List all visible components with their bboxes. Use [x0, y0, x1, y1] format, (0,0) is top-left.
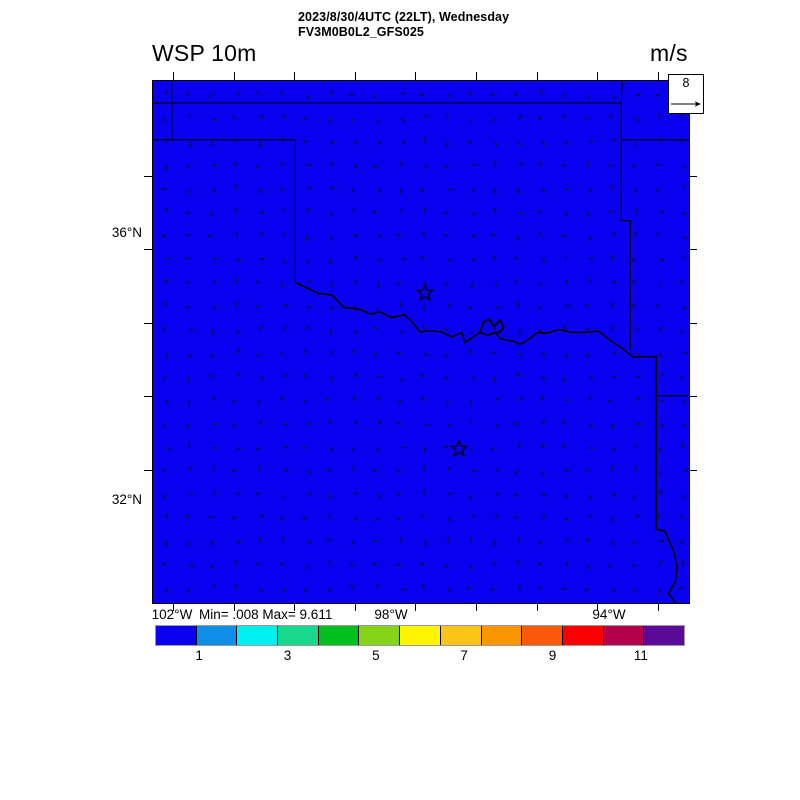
lat-tick-33	[688, 396, 697, 398]
lon-tick-100	[294, 602, 296, 611]
lon-tick-94	[658, 72, 660, 81]
title-line-1: 2023/8/30/4UTC (22LT), Wednesday	[298, 10, 510, 24]
colorbar-tick-label-7: 7	[460, 648, 468, 663]
colorbar-segment-0	[156, 626, 197, 645]
reference-vector-key: 8	[668, 74, 704, 114]
colorbar-segment-1	[196, 626, 238, 645]
lon-tick-97	[476, 602, 478, 611]
lon-tick-95	[597, 72, 599, 81]
colorbar-segment-5	[359, 626, 401, 645]
lat-tick-34	[688, 323, 697, 325]
colorbar-segment-8	[481, 626, 523, 645]
lat-tick-33	[144, 396, 153, 398]
colorbar-segment-7	[440, 626, 482, 645]
reference-vector-magnitude: 8	[682, 76, 690, 90]
lon-tick-96	[537, 602, 539, 611]
chart-title-block: 2023/8/30/4UTC (22LT), Wednesday FV3M0B0…	[298, 10, 698, 40]
colorbar-tick-label-5: 5	[372, 648, 380, 663]
lon-tick-98	[415, 602, 417, 611]
wind-vector-layer	[153, 81, 689, 603]
lon-tick-99	[355, 602, 357, 611]
colorbar-segment-6	[400, 626, 441, 645]
lat-tick-36	[688, 176, 697, 178]
lon-tick-102	[173, 72, 175, 81]
lat-tick-35	[688, 249, 697, 251]
lat-tick-36	[144, 176, 153, 178]
colorbar	[155, 625, 685, 646]
lon-tick-98	[415, 72, 417, 81]
colorbar-segment-2	[237, 626, 279, 645]
variable-label: WSP 10m	[152, 40, 257, 66]
lon-label-94: 94°W	[592, 607, 626, 622]
border-red-river-texas-oklahoma	[294, 281, 634, 358]
lon-tick-102	[173, 602, 175, 611]
lon-label-98: 98°W	[374, 607, 408, 622]
title-line-2: FV3M0B0L2_GFS025	[298, 25, 424, 39]
lat-label-32: 32°N	[111, 492, 142, 507]
lon-tick-96	[537, 72, 539, 81]
state-borders-layer	[153, 81, 689, 603]
colorbar-tick-label-3: 3	[283, 648, 292, 663]
border-arkansas-oklahoma	[620, 103, 631, 351]
colorbar-segment-4	[318, 626, 360, 645]
lat-tick-32	[144, 470, 153, 472]
arrow-right-icon	[671, 101, 701, 107]
colorbar-tick-label-11: 11	[633, 648, 648, 663]
min-max-stats: Min= .008 Max= 9.611	[199, 607, 333, 622]
colorbar-segment-3	[278, 626, 319, 645]
lon-tick-95	[597, 602, 599, 611]
lon-tick-101	[234, 72, 236, 81]
colorbar-tick-label-1: 1	[195, 648, 203, 663]
colorbar-tick-label-9: 9	[548, 648, 557, 663]
colorbar-segment-10	[562, 626, 604, 645]
lake-texoma	[479, 318, 505, 337]
lat-label-36: 36°N	[111, 225, 142, 240]
lat-tick-34	[144, 323, 153, 325]
colorbar-segment-12	[644, 626, 684, 645]
border-kansas-missouri	[620, 81, 623, 104]
lon-tick-99	[355, 72, 357, 81]
lat-tick-35	[144, 249, 153, 251]
border-texas-arkansas-louisiana	[632, 355, 678, 603]
lon-label-102: 102°W	[151, 607, 193, 622]
lon-tick-94	[658, 602, 660, 611]
lon-tick-101	[234, 602, 236, 611]
lon-tick-100	[294, 72, 296, 81]
map-plot-area	[152, 80, 690, 604]
lon-tick-97	[476, 72, 478, 81]
lat-tick-32	[688, 470, 697, 472]
unit-label: m/s	[650, 40, 688, 66]
colorbar-segment-11	[603, 626, 645, 645]
colorbar-segment-9	[522, 626, 563, 645]
